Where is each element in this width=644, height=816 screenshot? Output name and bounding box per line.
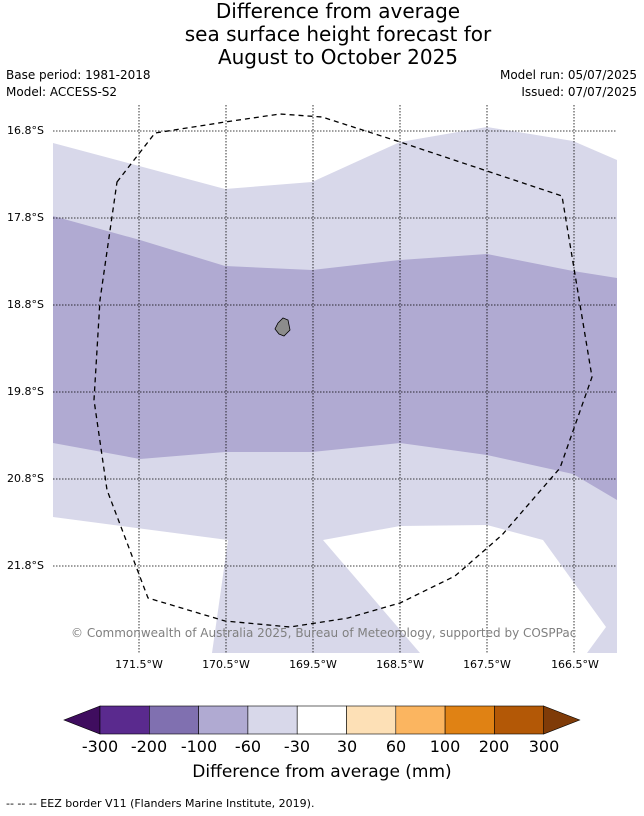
colorbar-tick-label: -30 — [283, 737, 311, 756]
eez-border — [93, 113, 593, 628]
lon-label-3: 169.5°W — [289, 658, 337, 671]
colorbar-segment — [198, 705, 249, 735]
lat-label-4: 19.8°S — [7, 385, 44, 398]
lat-label-2: 17.8°S — [7, 211, 44, 224]
colorbar-tick-label: -300 — [81, 737, 119, 756]
colorbar-tick-label: -100 — [180, 737, 218, 756]
base-info: Base period: 1981-2018 Model: ACCESS-S2 — [6, 67, 151, 101]
colorbar-extension-high — [543, 705, 581, 735]
lon-label-2: 170.5°W — [202, 658, 250, 671]
colorbar-segment — [296, 705, 347, 735]
map-title: Difference from average sea surface heig… — [0, 0, 644, 69]
lon-label-1: 171.5°W — [115, 658, 163, 671]
lat-label-5: 20.8°S — [7, 472, 44, 485]
base-period: Base period: 1981-2018 — [6, 68, 151, 82]
lon-label-5: 167.5°W — [463, 658, 511, 671]
copyright-notice: © Commonwealth of Australia 2025, Bureau… — [71, 626, 577, 640]
anomaly-band-minus100-minus60 — [53, 216, 617, 500]
colorbar-segment — [494, 705, 544, 735]
colorbar-tick-label: 30 — [336, 737, 358, 756]
colorbar-extension-low — [63, 705, 101, 735]
title-line-1: Difference from average — [215, 0, 461, 23]
colorbar-tick-label: -200 — [130, 737, 168, 756]
anomaly-field — [53, 127, 617, 653]
eez-footnote: -- -- -- EEZ border V11 (Flanders Marine… — [6, 797, 315, 810]
colorbar-segment — [99, 705, 150, 735]
title-line-3: August to October 2025 — [217, 45, 459, 69]
colorbar-tick-label: 100 — [429, 737, 461, 756]
lon-label-4: 168.5°W — [376, 658, 424, 671]
colorbar-segment — [346, 705, 397, 735]
colorbar-tick-label: 300 — [528, 737, 560, 756]
colorbar-segment — [149, 705, 199, 735]
lat-label-3: 18.8°S — [7, 298, 44, 311]
lat-label-1: 16.8°S — [7, 124, 44, 137]
island-landmass — [274, 317, 291, 337]
colorbar — [63, 705, 581, 735]
colorbar-segment — [444, 705, 495, 735]
run-info: Model run: 05/07/2025 Issued: 07/07/2025 — [500, 67, 637, 101]
colorbar-segment — [395, 705, 446, 735]
colorbar-tick-label: 200 — [478, 737, 510, 756]
model-run-date: Model run: 05/07/2025 — [499, 68, 637, 82]
colorbar-tick-label: 60 — [385, 737, 407, 756]
colorbar-segment — [247, 705, 298, 735]
lat-label-6: 21.8°S — [7, 559, 44, 572]
model-name: Model: ACCESS-S2 — [6, 85, 118, 99]
lon-label-6: 166.5°W — [551, 658, 599, 671]
colorbar-tick-label: -60 — [234, 737, 262, 756]
grid-lines — [53, 105, 617, 653]
colorbar-title: Difference from average (mm) — [192, 762, 452, 782]
title-line-2: sea surface height forecast for — [184, 22, 492, 46]
issued-date: Issued: 07/07/2025 — [521, 85, 637, 99]
